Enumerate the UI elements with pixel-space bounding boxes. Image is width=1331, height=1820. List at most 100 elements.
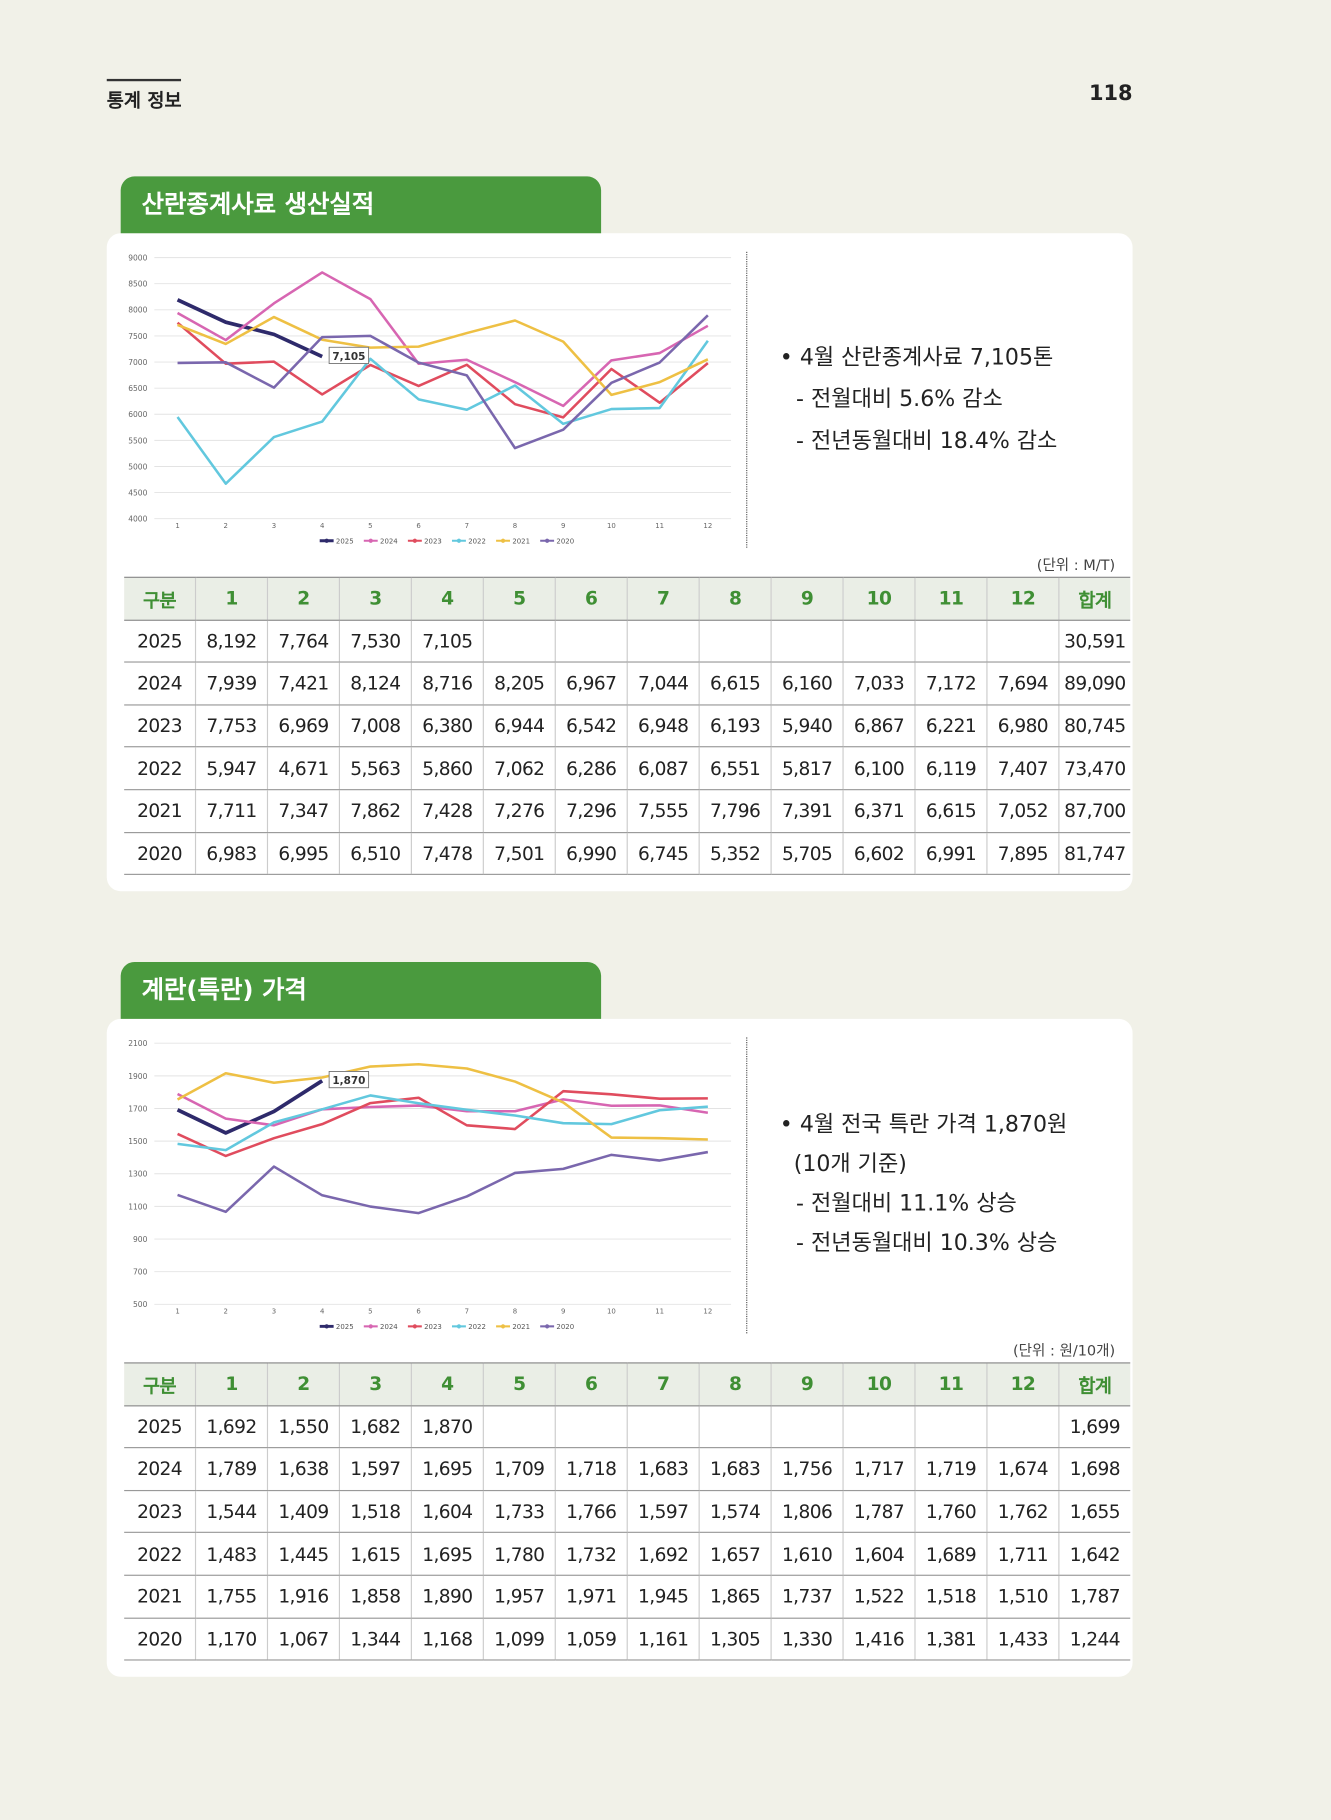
table-cell: 1,695 xyxy=(410,1532,484,1576)
table-cell: 7,296 xyxy=(554,789,628,833)
x-tick-label: 4 xyxy=(320,1308,325,1316)
series-line xyxy=(177,315,709,397)
table-cell: 1,718 xyxy=(554,1447,628,1491)
legend-dot xyxy=(324,1324,329,1329)
table-cell xyxy=(554,619,628,663)
table-cell: 1,682 xyxy=(338,1405,412,1449)
table-cell: 7,172 xyxy=(914,662,987,706)
y-tick-label: 1300 xyxy=(128,1170,147,1179)
table: 구분 1 2 3 4 5 6 7 8 9 10 11 12 합계 2025 8,192 7,764 7,530 7,… xyxy=(124,576,1131,876)
table-cell: 1,604 xyxy=(842,1532,915,1576)
table-cell: 5,860 xyxy=(410,747,484,791)
data-table: 구분 1 2 3 4 5 6 7 8 9 10 11 12 합계 2025 8,192 7,764 7,530 7,… xyxy=(124,576,1131,876)
annotation-box xyxy=(328,346,370,364)
table-row: 2025 1,692 1,550 1,682 1,870 1,699 xyxy=(124,1405,1131,1449)
table-cell: 1,870 xyxy=(410,1405,484,1449)
table-cell: 1,330 xyxy=(770,1617,844,1661)
x-tick-label: 12 xyxy=(703,1308,712,1316)
table-cell: 1,683 xyxy=(626,1447,700,1491)
y-tick-label: 5000 xyxy=(128,462,147,471)
table-cell: 1,766 xyxy=(554,1490,628,1534)
table-cell: 6,510 xyxy=(338,832,412,876)
page-number: 118 xyxy=(1088,81,1133,106)
table-cell: 1,099 xyxy=(482,1617,556,1661)
y-tick-label: 7500 xyxy=(128,332,147,341)
table-cell: 7,105 xyxy=(410,619,484,663)
table-cell: 5,940 xyxy=(770,704,844,748)
table-cell: 7,347 xyxy=(266,789,340,833)
series-line xyxy=(177,1150,709,1215)
table-cell: 1,695 xyxy=(410,1447,484,1491)
table-cell: 11 xyxy=(914,1362,987,1406)
table-cell: 구분 xyxy=(124,576,196,621)
table-cell: 1,760 xyxy=(914,1490,987,1534)
x-tick-label: 2 xyxy=(224,1308,228,1316)
table-cell: 합계 xyxy=(1058,576,1131,621)
table-cell xyxy=(482,619,556,663)
x-tick-label: 6 xyxy=(416,522,420,530)
table-cell: 2 xyxy=(266,576,340,621)
table-cell: 1,692 xyxy=(626,1532,700,1576)
table-cell: 4 xyxy=(410,1362,484,1406)
table-cell: 1,717 xyxy=(842,1447,915,1491)
table-cell xyxy=(914,1405,987,1449)
table-cell xyxy=(770,619,844,663)
table-cell: 7,796 xyxy=(698,789,772,833)
x-tick-label: 3 xyxy=(272,1308,276,1316)
table-row: 2025 8,192 7,764 7,530 7,105 30,591 xyxy=(124,619,1131,663)
table-cell: 1,756 xyxy=(770,1447,844,1491)
table-cell: 6,969 xyxy=(266,704,340,748)
x-tick-label: 8 xyxy=(513,522,517,530)
table-cell: 8 xyxy=(698,576,772,621)
table-cell xyxy=(626,619,700,663)
table-cell: 7 xyxy=(626,576,700,621)
table-cell: 1,433 xyxy=(986,1617,1059,1661)
table-cell: 1,445 xyxy=(266,1532,340,1576)
table-cell: 1,642 xyxy=(1058,1532,1131,1576)
x-tick-label: 3 xyxy=(272,522,276,530)
table-cell: 1,615 xyxy=(338,1532,412,1576)
line-chart: 4000 4500 5000 5500 6000 6500 7000 7500 8000 8500… xyxy=(128,254,732,545)
table-cell: 6,193 xyxy=(698,704,772,748)
table-cell: 1 xyxy=(194,576,268,621)
table-cell: 1,957 xyxy=(482,1575,556,1619)
table-cell: 5,352 xyxy=(698,832,772,876)
table-cell: 6,991 xyxy=(914,832,987,876)
table-cell: 5 xyxy=(482,1362,556,1406)
table-cell: 1,170 xyxy=(194,1617,268,1661)
table-cell: 8 xyxy=(698,1362,772,1406)
table-cell: 1,381 xyxy=(914,1617,987,1661)
table-cell: 5 xyxy=(482,576,556,621)
table-cell: 1,638 xyxy=(266,1447,340,1491)
table-row: 2021 1,755 1,916 1,858 1,890 1,957 1,971 1,945 1… xyxy=(124,1575,1131,1619)
section-title: 계란(특란) 가격 xyxy=(120,961,602,1019)
table-cell: 9 xyxy=(770,576,844,621)
table-cell: 1,344 xyxy=(338,1617,412,1661)
y-tick-label: 7000 xyxy=(128,358,147,367)
y-tick-label: 4500 xyxy=(128,488,147,497)
table-cell xyxy=(842,1405,915,1449)
table-row: 2020 6,983 6,995 6,510 7,478 7,501 6,990 6,745 5… xyxy=(124,832,1131,876)
table-cell: 구분 xyxy=(124,1362,196,1406)
legend-dot xyxy=(545,1324,550,1329)
table-cell: 2025 xyxy=(124,619,196,663)
table-cell: 2 xyxy=(266,1362,340,1406)
table-cell: 7,052 xyxy=(986,789,1059,833)
table-cell: 6,371 xyxy=(842,789,915,833)
table-cell: 6 xyxy=(554,576,628,621)
table-cell: 10 xyxy=(842,576,915,621)
note-line: - 전년동월대비 18.4% 감소 xyxy=(796,428,1058,454)
table-cell: 87,700 xyxy=(1058,789,1131,833)
table-cell: 1,689 xyxy=(914,1532,987,1576)
legend-dot xyxy=(368,538,373,543)
note-line: - 전월대비 11.1% 상승 xyxy=(796,1190,1017,1217)
table-cell: 1,780 xyxy=(482,1532,556,1576)
table-row: 2024 1,789 1,638 1,597 1,695 1,709 1,718 1,683 1… xyxy=(124,1447,1131,1491)
table-cell: 1,244 xyxy=(1058,1617,1131,1661)
table-cell: 1,161 xyxy=(626,1617,700,1661)
y-tick-label: 6000 xyxy=(128,410,147,419)
table-cell: 1,890 xyxy=(410,1575,484,1619)
note-line: - 전월대비 5.6% 감소 xyxy=(796,386,1003,412)
note-line: - 전년동월대비 10.3% 상승 xyxy=(796,1230,1058,1256)
